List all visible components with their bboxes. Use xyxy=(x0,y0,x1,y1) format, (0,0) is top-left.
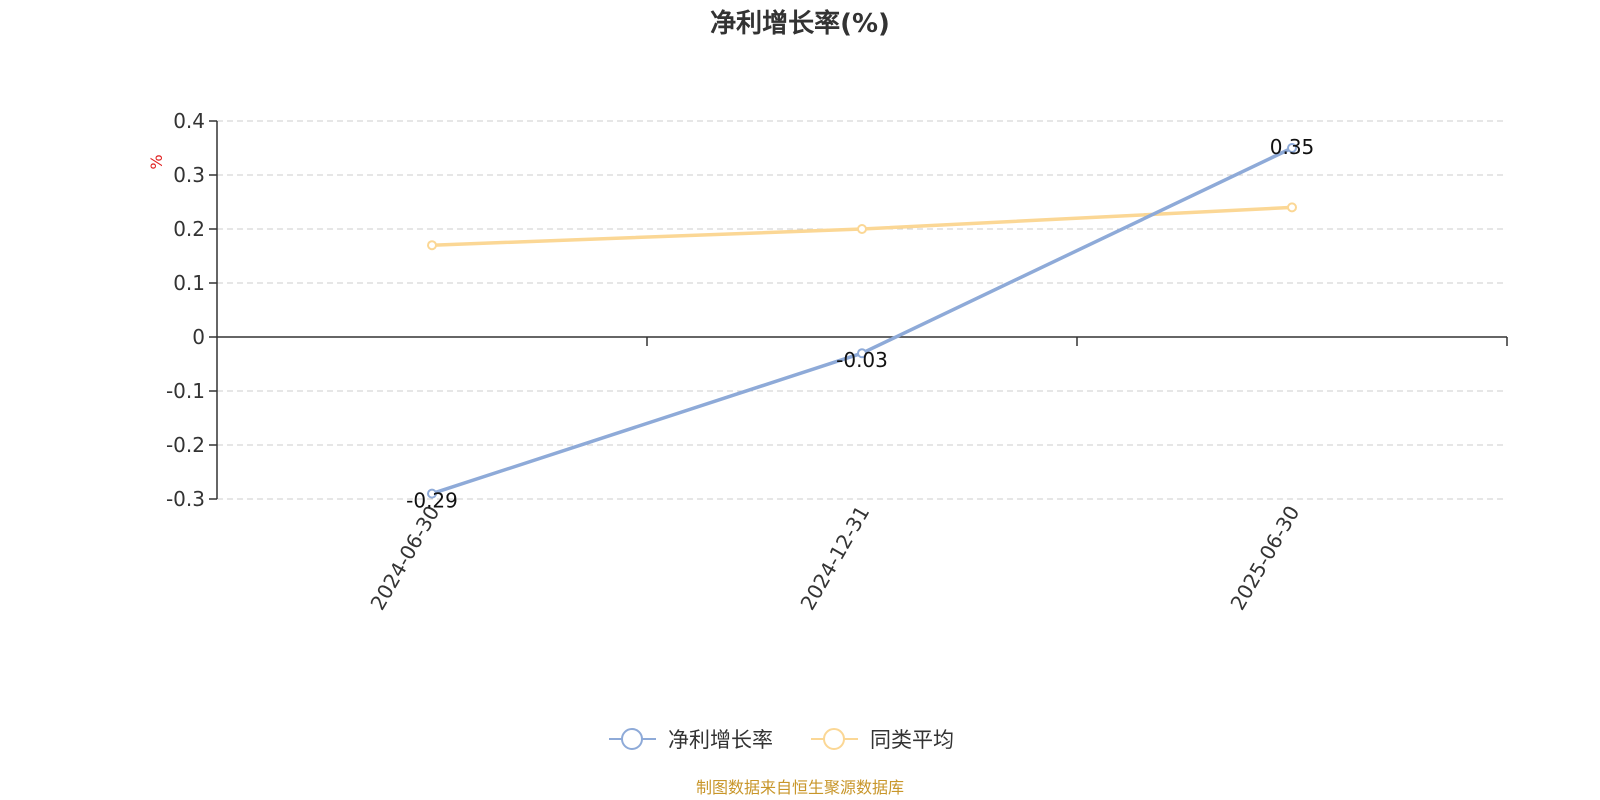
data-point[interactable] xyxy=(1287,202,1297,213)
legend-label[interactable]: 同类平均 xyxy=(870,728,954,752)
data-point[interactable] xyxy=(857,348,867,359)
x-tick-label: 2024-12-31 xyxy=(795,502,874,615)
data-point[interactable] xyxy=(427,240,437,251)
data-label: -0.03 xyxy=(836,348,888,372)
grid-lines xyxy=(217,120,1507,500)
legend-marker-circle[interactable] xyxy=(621,728,643,750)
y-tick-label: -0.1 xyxy=(166,379,205,403)
legend-label[interactable]: 净利增长率 xyxy=(668,728,773,752)
y-tick-label: -0.2 xyxy=(166,433,205,457)
data-labels: -0.29 -0.03 0.35 xyxy=(406,135,1314,513)
legend-marker-circle[interactable] xyxy=(823,728,845,750)
y-tick-label: 0 xyxy=(192,325,205,349)
data-label: -0.29 xyxy=(406,489,458,513)
x-tick-label: 2024-06-30 xyxy=(365,502,444,615)
y-tick-label: 0.3 xyxy=(173,163,205,187)
series-lines xyxy=(427,143,1297,499)
y-tick-label: 0.1 xyxy=(173,271,205,295)
data-label: 0.35 xyxy=(1270,135,1315,159)
data-point[interactable] xyxy=(1287,143,1297,153)
data-point[interactable] xyxy=(857,224,867,234)
source-note: 制图数据来自恒生聚源数据库 xyxy=(696,778,904,797)
x-tick-label: 2025-06-30 xyxy=(1225,502,1304,615)
series-line-0 xyxy=(431,146,1293,496)
y-axis-unit: % xyxy=(147,154,166,169)
legend: 净利增长率 同类平均 xyxy=(609,728,954,752)
y-tick-label: -0.3 xyxy=(166,487,205,511)
y-tick-label: 0.2 xyxy=(173,217,205,241)
y-tick-label: 0.4 xyxy=(173,109,205,133)
data-point[interactable] xyxy=(427,488,437,499)
chart-title: 净利增长率(%) xyxy=(710,8,890,39)
